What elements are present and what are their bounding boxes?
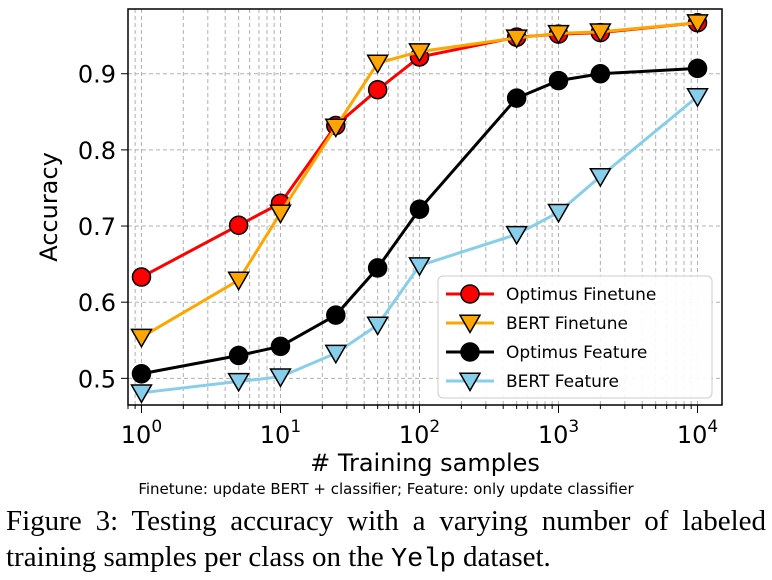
bert-feature-point [505, 225, 528, 246]
bert-feature-series [130, 88, 709, 404]
bert-finetune-point [589, 23, 612, 43]
bert-finetune-series [130, 14, 709, 349]
optimus-feature-point [687, 58, 708, 79]
legend-box [437, 275, 713, 399]
bert-feature-point [269, 368, 292, 388]
x-tick-label: 100 [121, 417, 162, 449]
optimus-feature-point [228, 345, 249, 366]
legend-marker [460, 284, 480, 304]
legend-label: Optimus Feature [506, 343, 647, 363]
optimus-finetune-point [131, 267, 152, 287]
bert-finetune-point [227, 271, 250, 292]
x-tick-label: 104 [677, 417, 718, 449]
bert-finetune-line [140, 21, 698, 339]
optimus-feature-point [590, 63, 611, 84]
optimus-feature-series [131, 58, 708, 384]
x-tick-base: 10 [538, 421, 569, 449]
bert-finetune-point [408, 43, 431, 63]
y-axis-title: Accuracy [35, 152, 63, 262]
y-tick-label: 0.5 [78, 365, 116, 393]
bert-finetune-point [269, 204, 292, 225]
optimus-feature-point [409, 199, 430, 220]
legend-entry-optimus-feature: Optimus Feature [446, 342, 647, 363]
bert-feature-point [589, 167, 612, 188]
x-tick-exponent: 4 [707, 417, 718, 437]
x-tick-label: 103 [538, 417, 579, 449]
x-tick-exponent: 1 [290, 417, 301, 437]
data-series [130, 12, 709, 404]
legend-entry-bert-finetune: BERT Finetune [446, 314, 628, 334]
legend-entry-bert-feature: BERT Feature [446, 372, 619, 392]
bert-finetune-point [505, 29, 528, 49]
optimus-feature-point [548, 70, 569, 91]
optimus-feature-point [326, 305, 346, 325]
legend-label: BERT Finetune [506, 314, 628, 334]
caption-text: Figure 3: Testing accuracy with a varyin… [6, 505, 766, 573]
plot-frame [127, 8, 723, 406]
optimus-feature-point [506, 88, 527, 108]
bert-feature-point [366, 316, 389, 337]
figure-note: Finetune: update BERT + classifier; Feat… [138, 480, 634, 498]
y-tick-label: 0.8 [78, 137, 116, 165]
bert-finetune-point [324, 118, 348, 139]
caption-suffix: dataset. [455, 541, 551, 573]
bert-feature-point [130, 384, 153, 404]
legend-label: Optimus Finetune [506, 285, 656, 305]
bert-finetune-point [686, 14, 709, 34]
x-tick-label: 102 [399, 417, 440, 449]
bert-feature-line [141, 95, 699, 395]
legend-marker [458, 372, 482, 392]
x-tick-exponent: 3 [568, 417, 579, 437]
x-tick-base: 10 [399, 421, 430, 449]
bert-feature-point [408, 257, 431, 277]
legend-entry-optimus-finetune: Optimus Finetune [446, 284, 656, 305]
bert-finetune-point [547, 24, 570, 45]
optimus-finetune-point [228, 215, 249, 236]
figure-caption: Figure 3: Testing accuracy with a varyin… [6, 503, 766, 578]
bert-feature-point [686, 88, 709, 108]
x-tick-base: 10 [677, 421, 708, 449]
y-tick-label: 0.6 [78, 289, 116, 317]
optimus-feature-point [270, 336, 291, 357]
bert-feature-point [324, 344, 348, 365]
legend-label: BERT Feature [506, 372, 619, 392]
optimus-finetune-point [367, 79, 388, 100]
legend-marker [458, 314, 482, 334]
legend-marker [460, 342, 480, 362]
bert-finetune-point [366, 54, 389, 75]
x-axis-title: # Training samples [310, 449, 540, 477]
optimus-feature-point [367, 258, 388, 278]
x-tick-exponent: 2 [429, 417, 440, 437]
caption-dataset-name: Yelp [390, 545, 456, 575]
legend: Optimus Finetune BERT Finetune Optimus Fea… [437, 275, 713, 399]
optimus-feature-point [131, 364, 152, 384]
y-tick-label: 0.7 [78, 213, 116, 241]
optimus-feature-line [141, 66, 698, 376]
x-tick-base: 10 [121, 421, 152, 449]
bert-feature-point [547, 203, 570, 224]
x-tick-label: 101 [260, 417, 301, 449]
bert-finetune-point [130, 328, 153, 349]
x-tick-exponent: 0 [151, 417, 162, 437]
bert-feature-point [227, 372, 250, 393]
y-tick-label: 0.9 [78, 61, 116, 89]
x-tick-base: 10 [260, 421, 291, 449]
